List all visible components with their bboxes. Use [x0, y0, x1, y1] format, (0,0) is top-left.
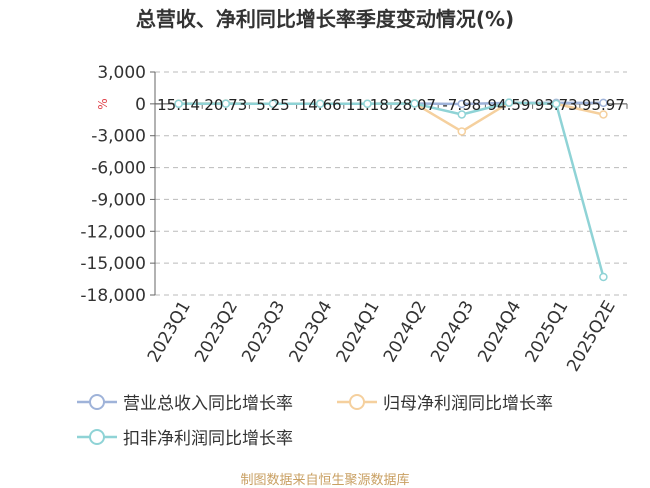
legend-label: 归母净利润同比增长率: [383, 394, 553, 414]
x-tick-label: 2023Q1: [144, 298, 195, 366]
series-line-2: [178, 101, 605, 278]
series-point-2: [504, 98, 514, 107]
y-tick-label: -6,000: [91, 159, 146, 179]
data-label: 95.97: [582, 96, 625, 114]
data-label: 15.14: [157, 96, 200, 114]
y-tick-label: -15,000: [80, 254, 146, 274]
x-tick-label: 2024Q2: [380, 298, 431, 366]
data-label: 93.73: [535, 96, 578, 114]
legend-swatch-marker: [89, 429, 105, 445]
x-tick-label: 2025Q2E: [563, 298, 619, 376]
x-tick-label: 2024Q4: [474, 298, 525, 366]
data-label: 94.59: [488, 96, 531, 114]
data-label: 14.66: [299, 96, 342, 114]
data-label: 5.25: [256, 96, 289, 114]
legend-label: 营业总收入同比增长率: [123, 394, 293, 414]
y-tick-label: -12,000: [80, 222, 146, 242]
series-point-2: [268, 99, 278, 109]
source-note: 制图数据来自恒生聚源数据库: [240, 472, 409, 488]
series-point-1: [457, 127, 467, 136]
data-label: 20.73: [204, 96, 247, 114]
legend-label: 扣非净利润同比增长率: [123, 429, 293, 449]
x-tick-label: 2023Q3: [238, 298, 289, 366]
x-tick-label: 2025Q1: [521, 298, 572, 366]
x-tick-label: 2024Q1: [333, 298, 384, 366]
y-tick-label: 3,000: [97, 63, 146, 83]
legend-swatch-marker: [89, 394, 105, 410]
series-point-2: [599, 272, 608, 282]
series-point-0: [599, 98, 608, 108]
y-tick-label: 0: [135, 95, 146, 115]
series-point-0: [457, 99, 467, 109]
y-axis-label: %: [96, 98, 110, 109]
data-label: -7.98: [442, 96, 481, 114]
series-point-1: [599, 110, 608, 119]
y-tick-label: -9,000: [91, 190, 146, 210]
series-point-2: [363, 99, 372, 109]
data-label: 28.07: [393, 96, 436, 114]
series-point-2: [174, 99, 183, 109]
series-point-2: [410, 99, 419, 108]
x-tick-label: 2024Q3: [427, 298, 478, 366]
series-point-2: [551, 99, 561, 109]
x-tick-label: 2023Q4: [285, 298, 336, 366]
data-label: 11.18: [346, 96, 389, 114]
y-tick-label: -3,000: [91, 127, 146, 147]
chart-title: 总营收、净利同比增长率季度变动情况(%): [136, 7, 514, 31]
series-point-2: [457, 110, 467, 119]
y-tick-label: -18,000: [80, 286, 146, 306]
series-point-2: [221, 99, 231, 108]
x-tick-label: 2023Q2: [191, 298, 242, 366]
series-point-2: [315, 99, 325, 108]
legend-swatch-marker: [349, 394, 365, 410]
